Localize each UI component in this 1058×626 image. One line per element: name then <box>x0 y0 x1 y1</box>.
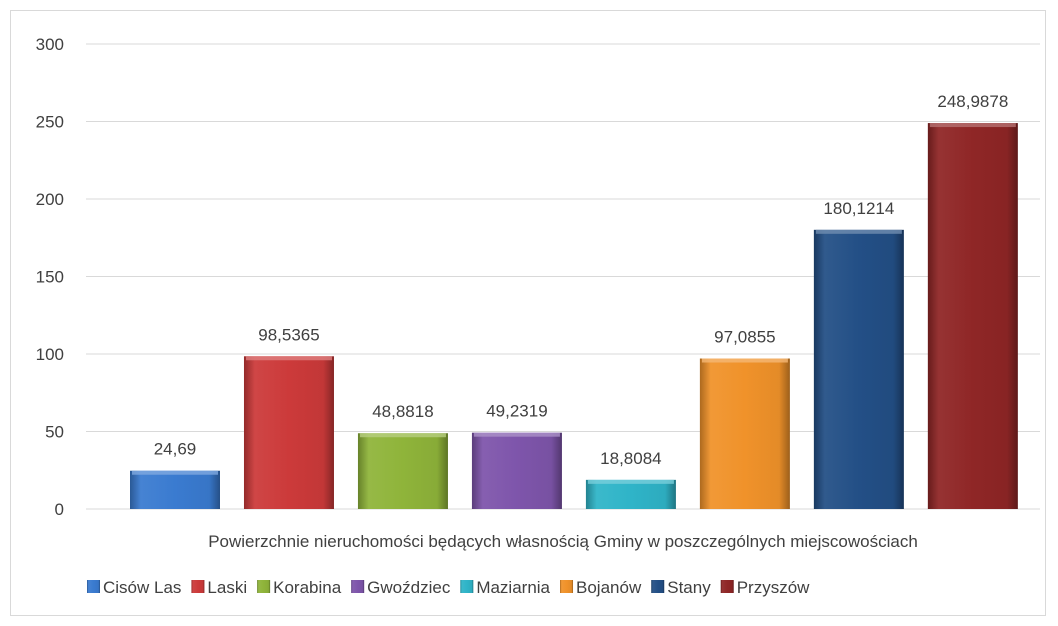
y-axis: 0 50 100 150 200 250 300 <box>36 35 64 519</box>
category-label: Powierzchnie nieruchomości będących włas… <box>208 532 918 551</box>
bar-gwoździec <box>471 432 562 509</box>
legend-swatch <box>651 580 665 593</box>
legend-label: Przyszów <box>737 578 810 597</box>
data-label: 18,8084 <box>600 449 661 468</box>
y-tick-label: 300 <box>36 35 64 54</box>
bar-highlight <box>929 123 1016 128</box>
bar-highlight <box>815 229 902 234</box>
bar-bojanów <box>699 358 790 509</box>
y-tick-label: 150 <box>36 268 64 287</box>
bar-laski <box>243 356 334 509</box>
bar-highlight <box>473 432 560 437</box>
bar-highlight <box>359 433 446 438</box>
legend-item: Laski <box>191 578 247 597</box>
legend-swatch <box>257 580 271 593</box>
data-label: 24,69 <box>154 440 197 459</box>
bar-highlight <box>132 470 218 475</box>
y-tick-label: 250 <box>36 113 64 132</box>
bar-highlight <box>245 356 332 361</box>
bar-highlight <box>587 479 674 484</box>
legend-swatch <box>191 580 205 593</box>
y-tick-label: 100 <box>36 345 64 364</box>
bar-przyszów <box>927 123 1018 509</box>
legend-swatch <box>560 580 574 593</box>
legend-label: Gwoździec <box>367 578 451 597</box>
legend-label: Korabina <box>273 578 342 597</box>
legend-label: Laski <box>207 578 247 597</box>
legend-item: Maziarnia <box>460 578 551 597</box>
bars <box>130 123 1018 509</box>
bar-cisów-las <box>130 470 220 509</box>
legend-swatch <box>460 580 474 593</box>
legend-swatch <box>87 580 100 593</box>
legend-label: Bojanów <box>576 578 642 597</box>
legend-label: Maziarnia <box>476 578 550 597</box>
data-label: 49,2319 <box>486 402 547 421</box>
legend-item: Stany <box>651 578 711 597</box>
data-labels: 24,69 98,5365 48,8818 49,2319 18,8084 97,0855… <box>154 92 1009 468</box>
legend-item: Korabina <box>257 578 342 597</box>
legend-label: Cisów Las <box>103 578 181 597</box>
legend: Cisów Las Laski Korabina Gwoździec Maziarnia… <box>87 578 810 597</box>
bar-stany <box>813 229 904 509</box>
data-label: 97,0855 <box>714 328 775 347</box>
bar-maziarnia <box>585 479 676 509</box>
legend-item: Bojanów <box>560 578 642 597</box>
legend-label: Stany <box>667 578 711 597</box>
data-label: 248,9878 <box>937 92 1008 111</box>
bar-korabina <box>357 433 448 509</box>
data-label: 98,5365 <box>258 325 319 344</box>
bar-highlight <box>701 358 788 363</box>
legend-item: Cisów Las <box>87 578 181 597</box>
data-label: 180,1214 <box>823 199 894 218</box>
y-tick-label: 0 <box>55 500 64 519</box>
y-tick-label: 200 <box>36 190 64 209</box>
legend-swatch <box>351 580 365 593</box>
data-label: 48,8818 <box>372 402 433 421</box>
legend-item: Gwoździec <box>351 578 451 597</box>
y-tick-label: 50 <box>45 423 64 442</box>
legend-item: Przyszów <box>720 578 810 597</box>
legend-swatch <box>720 580 734 593</box>
